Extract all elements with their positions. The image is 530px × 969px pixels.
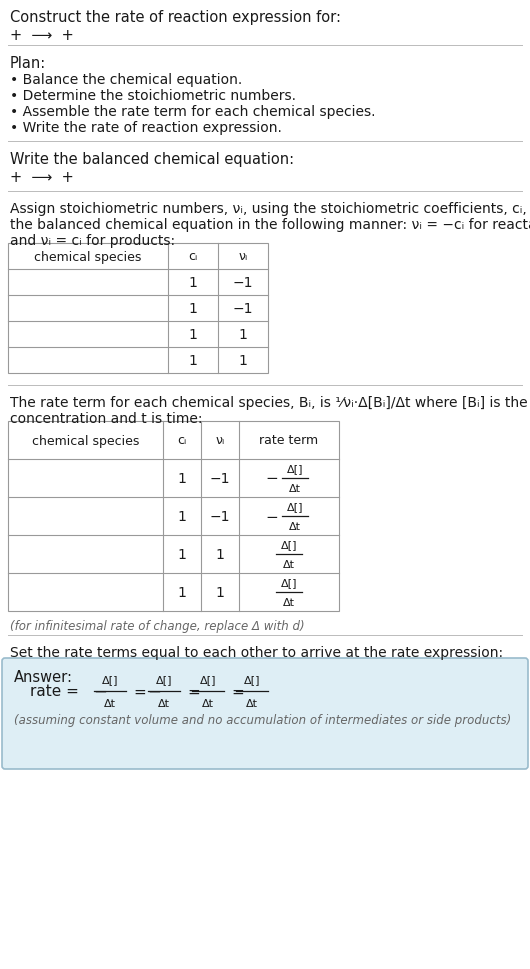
Text: Δt: Δt [283, 597, 295, 608]
Text: Δt: Δt [104, 699, 116, 708]
Text: −: − [147, 682, 161, 701]
Text: chemical species: chemical species [34, 250, 142, 264]
Text: • Balance the chemical equation.: • Balance the chemical equation. [10, 73, 242, 87]
Text: Δ[]: Δ[] [244, 674, 260, 684]
Text: νᵢ: νᵢ [238, 250, 248, 264]
Text: • Determine the stoichiometric numbers.: • Determine the stoichiometric numbers. [10, 89, 296, 103]
Text: cᵢ: cᵢ [188, 250, 198, 264]
Text: =: = [188, 684, 200, 699]
Text: cᵢ: cᵢ [178, 434, 187, 447]
Text: Δ[]: Δ[] [287, 502, 303, 512]
Text: 1: 1 [178, 472, 187, 485]
Text: =: = [134, 684, 146, 699]
Text: −: − [265, 471, 278, 486]
Text: (assuming constant volume and no accumulation of intermediates or side products): (assuming constant volume and no accumul… [14, 713, 511, 726]
Text: Δ[]: Δ[] [156, 674, 172, 684]
Text: 1: 1 [189, 354, 198, 367]
Text: Construct the rate of reaction expression for:: Construct the rate of reaction expressio… [10, 10, 341, 25]
Text: Set the rate terms equal to each other to arrive at the rate expression:: Set the rate terms equal to each other t… [10, 645, 503, 659]
Text: 1: 1 [178, 510, 187, 523]
Text: 1: 1 [178, 585, 187, 600]
Text: Δt: Δt [289, 484, 301, 493]
FancyBboxPatch shape [2, 658, 528, 769]
Text: 1: 1 [216, 547, 224, 561]
Text: 1: 1 [238, 354, 248, 367]
Bar [8, 244, 268, 374]
Bar [8, 422, 339, 611]
Text: The rate term for each chemical species, Bᵢ, is ¹⁄νᵢ⋅Δ[Bᵢ]/Δt where [Bᵢ] is the : The rate term for each chemical species,… [10, 395, 530, 410]
Text: Δt: Δt [246, 699, 258, 708]
Text: −1: −1 [210, 472, 230, 485]
Text: Plan:: Plan: [10, 56, 46, 71]
Text: −1: −1 [233, 276, 253, 290]
Text: Assign stoichiometric numbers, νᵢ, using the stoichiometric coefficients, cᵢ, fr: Assign stoichiometric numbers, νᵢ, using… [10, 202, 530, 216]
Text: Δt: Δt [289, 521, 301, 531]
Text: and νᵢ = cᵢ for products:: and νᵢ = cᵢ for products: [10, 234, 175, 248]
Text: −1: −1 [233, 301, 253, 316]
Text: 1: 1 [189, 328, 198, 342]
Text: =: = [232, 684, 244, 699]
Text: (for infinitesimal rate of change, replace Δ with d): (for infinitesimal rate of change, repla… [10, 619, 305, 633]
Text: νᵢ: νᵢ [215, 434, 225, 447]
Text: rate term: rate term [260, 434, 319, 447]
Text: concentration and t is time:: concentration and t is time: [10, 412, 202, 425]
Text: Δt: Δt [283, 559, 295, 570]
Text: • Assemble the rate term for each chemical species.: • Assemble the rate term for each chemic… [10, 105, 375, 119]
Text: +  ⟶  +: + ⟶ + [10, 170, 74, 185]
Text: Δ[]: Δ[] [281, 578, 297, 587]
Text: Δ[]: Δ[] [200, 674, 216, 684]
Text: Δt: Δt [158, 699, 170, 708]
Text: +  ⟶  +: + ⟶ + [10, 28, 74, 43]
Text: 1: 1 [189, 301, 198, 316]
Text: Δ[]: Δ[] [102, 674, 118, 684]
Text: −: − [265, 509, 278, 524]
Text: the balanced chemical equation in the following manner: νᵢ = −cᵢ for reactants: the balanced chemical equation in the fo… [10, 218, 530, 232]
Text: 1: 1 [178, 547, 187, 561]
Text: Δ[]: Δ[] [287, 463, 303, 474]
Text: −1: −1 [210, 510, 230, 523]
Text: 1: 1 [238, 328, 248, 342]
Text: Answer:: Answer: [14, 670, 73, 684]
Text: 1: 1 [216, 585, 224, 600]
Text: rate =: rate = [30, 684, 79, 699]
Text: 1: 1 [189, 276, 198, 290]
Text: Δ[]: Δ[] [281, 540, 297, 549]
Text: • Write the rate of reaction expression.: • Write the rate of reaction expression. [10, 121, 282, 135]
Text: chemical species: chemical species [32, 434, 139, 447]
Text: Δt: Δt [202, 699, 214, 708]
Text: −: − [93, 682, 107, 701]
Text: Write the balanced chemical equation:: Write the balanced chemical equation: [10, 152, 294, 167]
